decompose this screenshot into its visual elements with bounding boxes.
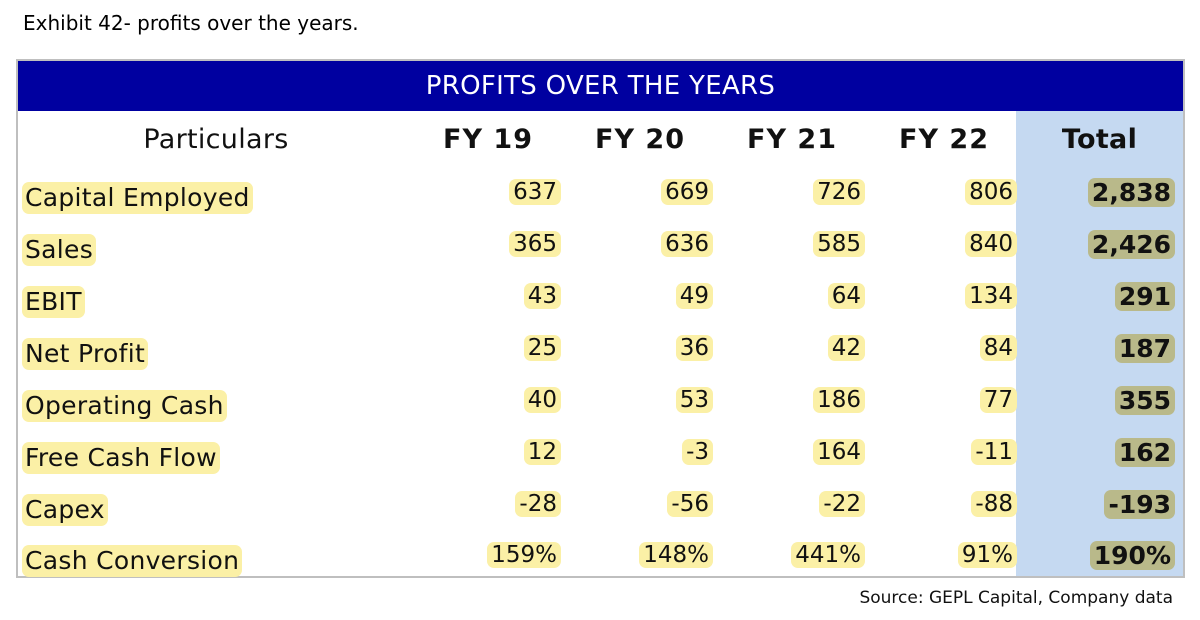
cell-fy22: 840: [965, 231, 1017, 257]
table-banner-title: PROFITS OVER THE YEARS: [18, 61, 1183, 111]
header-particulars: Particulars: [143, 124, 289, 155]
cell-fy19: -28: [515, 491, 561, 517]
cell-fy22: 91%: [957, 542, 1017, 568]
cell-fy19: 365: [509, 231, 561, 257]
exhibit-title: Exhibit 42- profits over the years.: [23, 11, 359, 35]
cell-fy22: -88: [971, 491, 1017, 517]
table-row: EBIT 43 49 64 134 291: [18, 277, 1183, 329]
cell-fy20: -56: [667, 491, 713, 517]
cell-fy22: 77: [979, 387, 1017, 413]
cell-fy20: 148%: [639, 542, 713, 568]
profits-table: PROFITS OVER THE YEARS Particulars FY 19…: [16, 59, 1185, 578]
table-row: Capital Employed 637 669 726 806 2,838: [18, 173, 1183, 225]
cell-fy19: 159%: [487, 542, 561, 568]
cell-total: -193: [1104, 490, 1175, 519]
table-row: Cash Conversion 159% 148% 441% 91% 190%: [18, 536, 1183, 588]
cell-fy20: 53: [675, 387, 713, 413]
header-fy21: FY 21: [747, 124, 837, 155]
row-label: Sales: [22, 234, 97, 266]
table-row: Operating Cash 40 53 186 77 355: [18, 381, 1183, 433]
header-total: Total: [1061, 124, 1138, 155]
header-fy19: FY 19: [443, 124, 533, 155]
cell-total: 2,838: [1087, 178, 1175, 207]
table-row: Free Cash Flow 12 -3 164 -11 162: [18, 433, 1183, 485]
row-label: Net Profit: [22, 338, 149, 370]
table-row: Net Profit 25 36 42 84 187: [18, 329, 1183, 381]
cell-fy22: -11: [971, 439, 1017, 465]
cell-fy21: 64: [827, 283, 865, 309]
cell-fy19: 43: [523, 283, 561, 309]
row-label: Operating Cash: [22, 390, 227, 422]
row-label: EBIT: [22, 286, 85, 318]
cell-fy21: 726: [813, 179, 865, 205]
cell-total: 355: [1114, 386, 1175, 415]
cell-fy20: 669: [661, 179, 713, 205]
cell-fy21: 585: [813, 231, 865, 257]
cell-total: 162: [1114, 438, 1175, 467]
cell-fy20: 636: [661, 231, 713, 257]
cell-fy22: 134: [965, 283, 1017, 309]
header-fy22: FY 22: [899, 124, 989, 155]
cell-total: 291: [1114, 282, 1175, 311]
cell-fy21: 186: [813, 387, 865, 413]
header-fy20: FY 20: [595, 124, 685, 155]
cell-fy20: 36: [675, 335, 713, 361]
cell-fy21: 42: [827, 335, 865, 361]
cell-fy22: 84: [979, 335, 1017, 361]
source-note: Source: GEPL Capital, Company data: [859, 588, 1173, 608]
cell-total: 2,426: [1087, 230, 1175, 259]
cell-fy20: 49: [675, 283, 713, 309]
row-label: Capex: [22, 494, 108, 526]
cell-fy21: -22: [819, 491, 865, 517]
cell-fy19: 25: [523, 335, 561, 361]
table-row: Sales 365 636 585 840 2,426: [18, 225, 1183, 277]
cell-fy19: 40: [523, 387, 561, 413]
cell-fy19: 637: [509, 179, 561, 205]
cell-fy22: 806: [965, 179, 1017, 205]
cell-total: 190%: [1089, 541, 1175, 570]
row-label: Capital Employed: [22, 182, 253, 214]
cell-fy21: 441%: [791, 542, 865, 568]
row-label: Free Cash Flow: [22, 442, 220, 474]
row-label: Cash Conversion: [22, 545, 243, 577]
cell-fy20: -3: [682, 439, 713, 465]
cell-fy21: 164: [813, 439, 865, 465]
cell-fy19: 12: [523, 439, 561, 465]
cell-total: 187: [1114, 334, 1175, 363]
table-row: Capex -28 -56 -22 -88 -193: [18, 485, 1183, 537]
